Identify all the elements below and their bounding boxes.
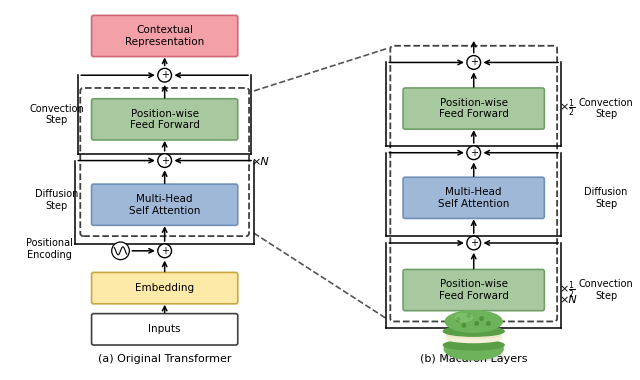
FancyBboxPatch shape xyxy=(92,272,237,304)
Ellipse shape xyxy=(445,311,502,332)
Circle shape xyxy=(462,324,466,327)
Circle shape xyxy=(475,321,479,325)
FancyBboxPatch shape xyxy=(92,314,237,345)
Text: Convection
Step: Convection Step xyxy=(29,104,84,125)
Text: (a) Original Transformer: (a) Original Transformer xyxy=(98,354,232,364)
Text: Diffusion
Step: Diffusion Step xyxy=(584,187,628,209)
FancyBboxPatch shape xyxy=(92,99,237,140)
Text: Convection
Step: Convection Step xyxy=(579,279,634,301)
Text: Embedding: Embedding xyxy=(135,283,194,293)
Text: Multi-Head
Self Attention: Multi-Head Self Attention xyxy=(438,187,509,209)
Text: Position-wise
Feed Forward: Position-wise Feed Forward xyxy=(130,109,200,130)
Circle shape xyxy=(486,321,490,325)
Ellipse shape xyxy=(444,340,504,350)
Circle shape xyxy=(467,146,481,160)
Text: Positional
Encoding: Positional Encoding xyxy=(26,238,74,260)
Circle shape xyxy=(467,55,481,69)
FancyBboxPatch shape xyxy=(403,177,545,218)
Text: +: + xyxy=(470,148,477,158)
Text: Multi-Head
Self Attention: Multi-Head Self Attention xyxy=(129,194,200,215)
Circle shape xyxy=(158,154,172,168)
FancyBboxPatch shape xyxy=(92,184,237,225)
Text: +: + xyxy=(161,246,169,256)
Circle shape xyxy=(467,236,481,250)
Ellipse shape xyxy=(444,338,503,360)
Ellipse shape xyxy=(444,326,504,336)
FancyBboxPatch shape xyxy=(403,88,545,129)
Ellipse shape xyxy=(442,353,506,361)
Text: Diffusion
Step: Diffusion Step xyxy=(35,189,79,211)
Ellipse shape xyxy=(446,332,501,338)
Circle shape xyxy=(456,318,460,321)
FancyBboxPatch shape xyxy=(403,269,545,311)
Text: Position-wise
Feed Forward: Position-wise Feed Forward xyxy=(439,98,509,119)
Text: Contextual
Representation: Contextual Representation xyxy=(125,25,204,47)
Text: (b) Macaron Layers: (b) Macaron Layers xyxy=(420,354,527,364)
Circle shape xyxy=(158,244,172,258)
Text: $\times\frac{1}{2}$: $\times\frac{1}{2}$ xyxy=(559,98,575,119)
Circle shape xyxy=(480,317,483,320)
Circle shape xyxy=(112,242,129,260)
FancyBboxPatch shape xyxy=(92,15,237,57)
Circle shape xyxy=(467,314,470,317)
Circle shape xyxy=(158,68,172,82)
Text: +: + xyxy=(161,155,169,166)
Text: Inputs: Inputs xyxy=(148,324,181,334)
Text: $\times\frac{1}{2}$: $\times\frac{1}{2}$ xyxy=(559,279,575,301)
Text: Convection
Step: Convection Step xyxy=(579,98,634,119)
Text: +: + xyxy=(161,70,169,80)
Ellipse shape xyxy=(445,334,502,342)
Text: ×N: ×N xyxy=(251,157,269,167)
Ellipse shape xyxy=(455,314,473,321)
Text: +: + xyxy=(470,57,477,68)
Text: Position-wise
Feed Forward: Position-wise Feed Forward xyxy=(439,279,509,301)
Text: +: + xyxy=(470,238,477,248)
Text: ×N: ×N xyxy=(559,295,577,305)
